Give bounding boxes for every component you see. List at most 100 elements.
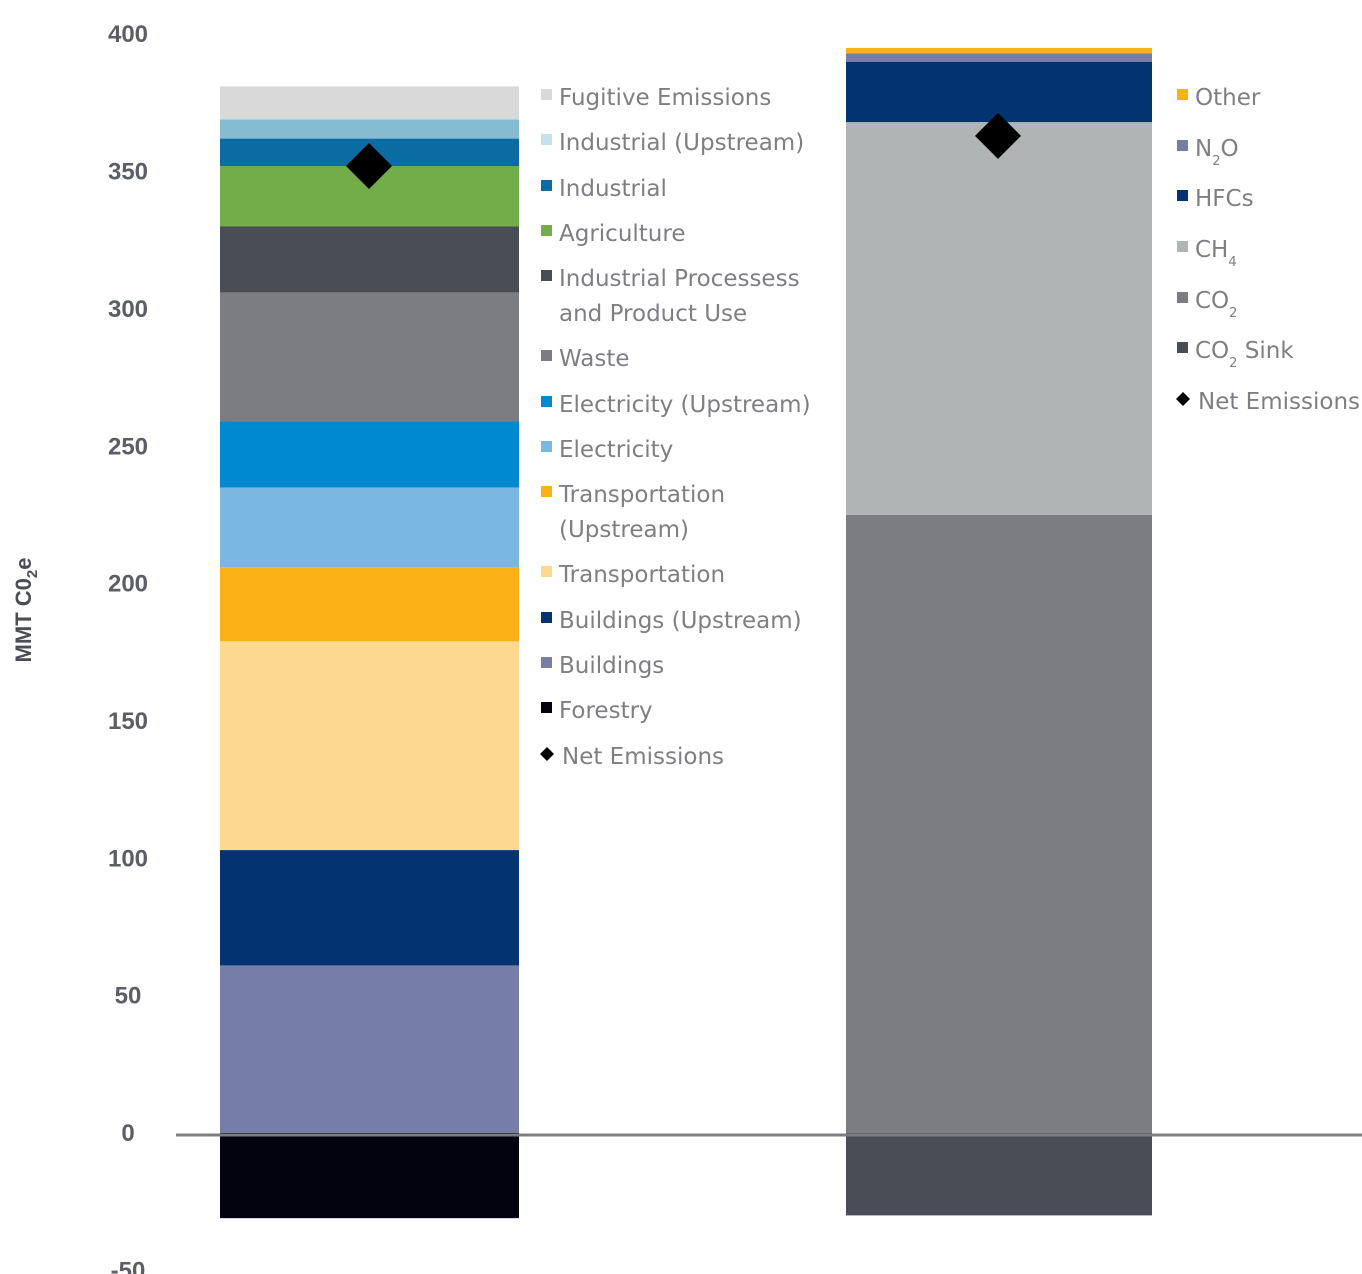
legend-label-text: Transportation bbox=[558, 562, 725, 588]
legend-label: Industrial Processess bbox=[559, 266, 800, 292]
legend-swatch bbox=[1177, 140, 1188, 151]
legend-label-text: Net Emissions bbox=[562, 744, 724, 770]
legends: Fugitive Emissions Industrial (Upstream) I… bbox=[540, 85, 1360, 770]
legend-label-text: Fugitive Emissions bbox=[559, 85, 771, 111]
legend-1-item: Fugitive Emissions bbox=[541, 85, 771, 111]
y-axis-label-suffix: e bbox=[11, 558, 36, 570]
bar-1-segment-industrial-upstream- bbox=[220, 119, 519, 139]
legend-2-item: CO2 bbox=[1177, 288, 1237, 321]
legend-label: Transportation bbox=[558, 562, 725, 588]
legend-2-item: CO2 Sink bbox=[1177, 338, 1294, 371]
legend-swatch bbox=[1177, 190, 1188, 201]
net-emission-markers bbox=[346, 112, 1021, 190]
legend-label-text: CO bbox=[1195, 338, 1229, 364]
legend-swatch bbox=[1177, 241, 1188, 252]
legend-1-item: Waste bbox=[541, 346, 630, 372]
legend-label-text: Electricity (Upstream) bbox=[559, 392, 811, 418]
legend-label: Electricity (Upstream) bbox=[559, 392, 811, 418]
bar-2-segment-co2 bbox=[846, 514, 1152, 1133]
y-tick-label: 350 bbox=[108, 159, 148, 186]
legend-label: Electricity bbox=[559, 437, 673, 463]
legend-label-sub: 2 bbox=[1212, 154, 1220, 169]
legend-diamond-swatch bbox=[1176, 392, 1190, 406]
legend-label-line2: and Product Use bbox=[559, 301, 747, 327]
legend-label-text: Other bbox=[1195, 85, 1261, 111]
legend-swatch bbox=[541, 225, 552, 236]
y-axis-label: MMT C02e bbox=[11, 558, 41, 663]
legend-label: Transportation bbox=[558, 482, 725, 508]
bar-1-segment-transportation-upstream- bbox=[220, 567, 519, 642]
y-tick-label: 0 bbox=[121, 1120, 134, 1147]
legend-label-sub: 4 bbox=[1228, 255, 1236, 270]
legend-label: Agriculture bbox=[559, 221, 686, 247]
legend-swatch bbox=[541, 486, 552, 497]
legend-swatch bbox=[1177, 292, 1188, 303]
legend-label: Fugitive Emissions bbox=[559, 85, 771, 111]
legend-1-item: Industrial bbox=[541, 176, 667, 202]
bar-1-segment-electricity-upstream- bbox=[220, 421, 519, 488]
legend-swatch bbox=[541, 350, 552, 361]
legend-label-text: Industrial (Upstream) bbox=[559, 130, 804, 156]
bar-2-segment-ch4 bbox=[846, 122, 1152, 515]
legend-swatch bbox=[541, 134, 552, 145]
legend-2-item: CH4 bbox=[1177, 237, 1237, 270]
legend-label-text: CO bbox=[1195, 288, 1229, 314]
legend-label: Net Emissions bbox=[1198, 389, 1360, 415]
y-tick-label: 50 bbox=[115, 983, 142, 1010]
y-tick-label: 100 bbox=[108, 845, 148, 872]
legend-1-item: Transportation (Upstream) bbox=[541, 482, 725, 543]
legend-label-suffix: Sink bbox=[1237, 338, 1294, 364]
legend-1-item: Buildings (Upstream) bbox=[541, 608, 802, 634]
bar-1-segment-electricity bbox=[220, 487, 519, 568]
legend-label-text: Industrial Processess bbox=[559, 266, 800, 292]
y-tick-label: -50 bbox=[111, 1257, 146, 1274]
legend-label: Net Emissions bbox=[562, 744, 724, 770]
bar-2-segment-hfcs bbox=[846, 61, 1152, 123]
svg-text:MMT C02e: MMT C02e bbox=[11, 558, 41, 663]
legend-label: Other bbox=[1195, 85, 1261, 111]
net-emissions-marker-2 bbox=[975, 112, 1021, 159]
legend-1-item: Industrial Processess and Product Use bbox=[541, 266, 800, 327]
legend-1-item: Electricity (Upstream) bbox=[541, 392, 811, 418]
legend-label-text: Buildings bbox=[559, 653, 664, 679]
y-tick-label: 400 bbox=[108, 21, 148, 48]
bar-1-segment-buildings bbox=[220, 965, 519, 1133]
legend-1-item: Industrial (Upstream) bbox=[541, 130, 804, 156]
legend-swatch bbox=[541, 396, 552, 407]
bar-2-segment-co2-sink bbox=[846, 1133, 1152, 1216]
legend-label-text: Net Emissions bbox=[1198, 389, 1360, 415]
legend-label-text: Forestry bbox=[559, 698, 653, 724]
legend-label-text: Buildings (Upstream) bbox=[559, 608, 802, 634]
net-emissions-marker-1 bbox=[346, 143, 392, 190]
legend-label-line2: (Upstream) bbox=[559, 517, 689, 543]
legend-swatch bbox=[541, 612, 552, 623]
legend-1-item: Agriculture bbox=[541, 221, 686, 247]
legend-label-text: Electricity bbox=[559, 437, 673, 463]
legend-diamond-swatch bbox=[540, 747, 554, 761]
legend-swatch bbox=[541, 441, 552, 452]
bar-1-segment-fugitive-emissions bbox=[220, 86, 519, 120]
bar-1-segment-buildings-upstream- bbox=[220, 850, 519, 966]
legend-swatch bbox=[1177, 342, 1188, 353]
bar-2-segment-other bbox=[846, 47, 1152, 54]
legend-label-text: HFCs bbox=[1195, 186, 1254, 212]
legend-1-item: Net Emissions bbox=[540, 744, 724, 770]
legend-label: Waste bbox=[559, 346, 630, 372]
legend-2-item: N2O bbox=[1177, 136, 1239, 169]
y-tick-label: 150 bbox=[108, 708, 148, 735]
legend-label: Buildings (Upstream) bbox=[559, 608, 802, 634]
legend-label-text: Industrial bbox=[559, 176, 667, 202]
y-axis-ticks: 400 350 300 250 200 150 100 50 0 -50 bbox=[108, 21, 148, 1274]
legend-label-text: CH bbox=[1195, 237, 1228, 263]
legend-swatch bbox=[541, 657, 552, 668]
bar-1-segment-industrial-processess-and-product-use bbox=[220, 226, 519, 293]
legend-1-item: Buildings bbox=[541, 653, 664, 679]
legend-label-suffix: O bbox=[1221, 136, 1239, 162]
bar-2-segment-n2o bbox=[846, 53, 1152, 62]
legend-swatch bbox=[1177, 89, 1188, 100]
y-axis-label-sub: 2 bbox=[24, 570, 41, 578]
bars bbox=[220, 47, 1152, 1219]
legend-label: Industrial bbox=[559, 176, 667, 202]
legend-label-text: Waste bbox=[559, 346, 630, 372]
